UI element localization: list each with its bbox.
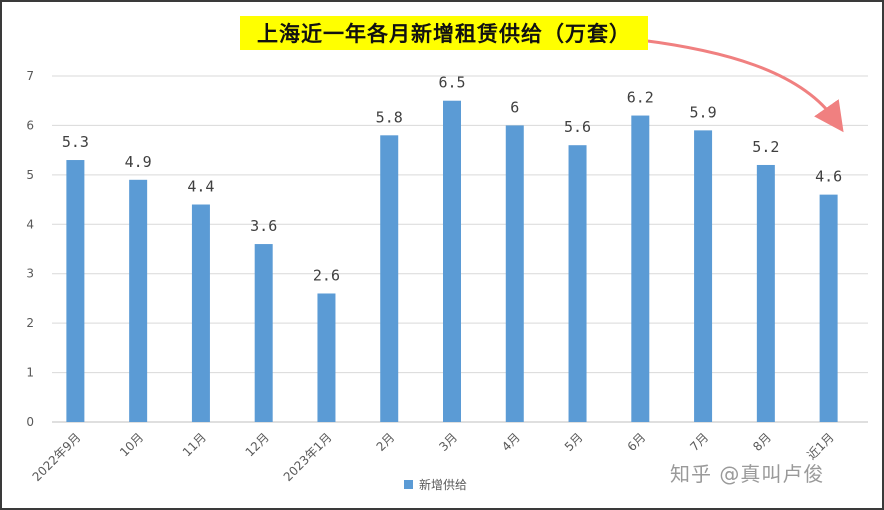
data-label: 5.2 xyxy=(752,138,779,156)
y-tick-label: 4 xyxy=(26,217,34,231)
trend-arrow xyxy=(638,38,844,133)
chart-title: 上海近一年各月新增租赁供给（万套） xyxy=(257,21,631,46)
chart-title-box: 上海近一年各月新增租赁供给（万套） xyxy=(240,16,648,50)
y-tick-label: 1 xyxy=(26,366,34,380)
bar xyxy=(254,244,273,422)
bar xyxy=(505,125,524,422)
bar xyxy=(129,179,148,422)
y-tick-label: 6 xyxy=(26,118,34,132)
bar xyxy=(317,293,336,422)
x-tick-label: 2023年1月 xyxy=(281,430,335,484)
y-tick-label: 0 xyxy=(26,415,34,429)
data-label: 5.9 xyxy=(690,103,717,121)
bar xyxy=(380,135,399,423)
y-tick-label: 5 xyxy=(26,168,34,182)
x-tick-label: 4月 xyxy=(499,430,523,454)
data-label: 3.6 xyxy=(250,217,277,235)
x-tick-label: 2022年9月 xyxy=(30,430,84,484)
bar xyxy=(819,194,838,422)
x-tick-label: 12月 xyxy=(243,430,272,459)
x-tick-label: 8月 xyxy=(750,430,774,454)
bar xyxy=(694,130,713,422)
data-label: 4.6 xyxy=(815,168,842,186)
x-tick-label: 6月 xyxy=(625,430,649,454)
x-tick-label: 11月 xyxy=(180,430,209,459)
legend-label: 新增供给 xyxy=(419,478,468,492)
bar xyxy=(756,164,775,422)
legend: 新增供给 xyxy=(404,476,467,493)
y-tick-label: 3 xyxy=(26,267,34,281)
x-tick-label: 10月 xyxy=(117,430,146,459)
data-label: 6.5 xyxy=(438,74,465,92)
x-tick-label: 3月 xyxy=(436,430,460,454)
x-tick-label: 5月 xyxy=(562,430,586,454)
y-tick-label: 7 xyxy=(26,69,34,83)
y-tick-label: 2 xyxy=(26,316,34,330)
bar xyxy=(66,160,85,422)
data-label: 6.2 xyxy=(627,89,654,107)
data-label: 5.8 xyxy=(376,108,403,126)
legend-swatch xyxy=(404,480,413,489)
bar xyxy=(568,145,587,422)
watermark: 知乎 @真叫卢俊 xyxy=(670,462,825,486)
bar xyxy=(443,100,461,422)
data-label: 5.6 xyxy=(564,118,591,136)
bar xyxy=(631,115,650,423)
data-label: 6 xyxy=(510,98,519,116)
x-tick-label: 2月 xyxy=(374,430,398,454)
data-label: 5.3 xyxy=(62,133,89,151)
data-label: 4.9 xyxy=(125,153,152,171)
x-tick-label: 7月 xyxy=(687,430,711,454)
data-label: 2.6 xyxy=(313,266,340,284)
data-label: 4.4 xyxy=(187,178,214,196)
bar xyxy=(191,204,210,422)
